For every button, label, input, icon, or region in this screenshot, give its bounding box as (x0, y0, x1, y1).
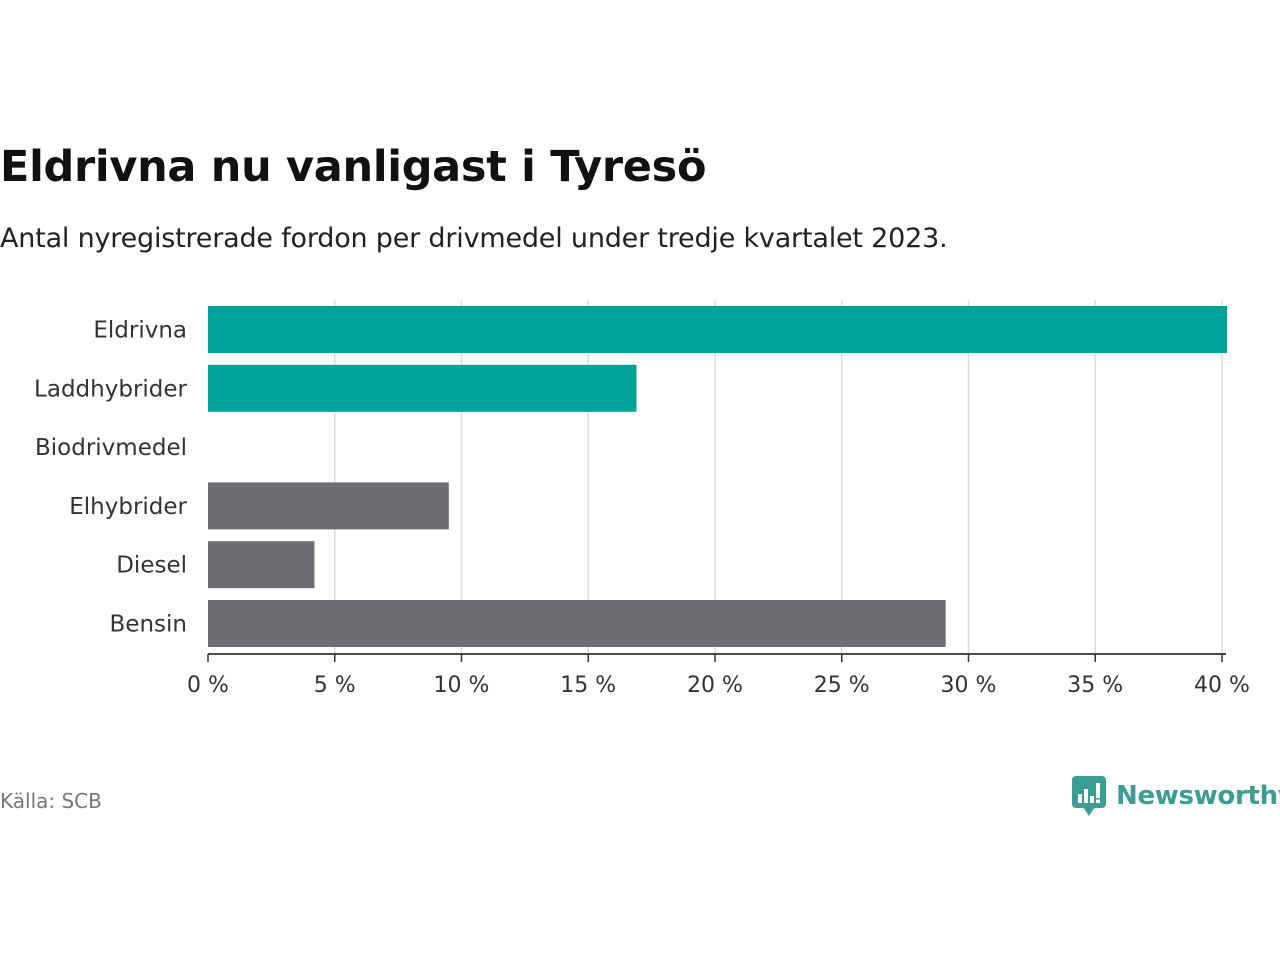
bar (208, 482, 449, 530)
x-tick-label: 35 % (1067, 673, 1123, 698)
x-tick-label: 5 % (314, 673, 356, 698)
x-axis: 0 % 5 % 10 % 15 % 20 % 25 % 30 % 35 % 40 % (187, 653, 1250, 698)
category-labels: Eldrivna Laddhybrider Biodrivmedel Elhybrid… (34, 318, 187, 638)
bar-chart: Eldrivna Laddhybrider Biodrivmedel Elhybrid… (34, 300, 1250, 698)
category-label: Eldrivna (93, 318, 187, 344)
x-tick-label: 30 % (941, 673, 997, 698)
source-note: Källa: SCB (0, 789, 102, 813)
x-tick-label: 40 % (1194, 673, 1250, 698)
bar (208, 600, 946, 647)
bar (208, 306, 1228, 353)
brand-logo: Newsworthy (1072, 774, 1280, 818)
brand-name: Newsworthy (1116, 781, 1280, 811)
grid-lines (334, 300, 1223, 654)
bar (208, 541, 315, 589)
x-tick-label: 25 % (814, 673, 870, 698)
bar-chart-speech-bubble-icon (1072, 776, 1106, 816)
category-label: Bensin (110, 612, 187, 638)
bars (208, 306, 1228, 647)
x-tick-label: 15 % (560, 673, 616, 698)
x-tick-label: 0 % (187, 673, 229, 698)
category-label: Biodrivmedel (35, 435, 187, 461)
x-tick-label: 10 % (434, 673, 490, 698)
chart-title: Eldrivna nu vanligast i Tyresö (0, 142, 707, 192)
bar (208, 364, 637, 412)
x-tick-label: 20 % (687, 673, 743, 698)
chart-subtitle: Antal nyregistrerade fordon per drivmede… (0, 223, 948, 254)
category-label: Laddhybrider (34, 376, 187, 402)
category-label: Elhybrider (69, 494, 187, 520)
category-label: Diesel (116, 553, 187, 579)
